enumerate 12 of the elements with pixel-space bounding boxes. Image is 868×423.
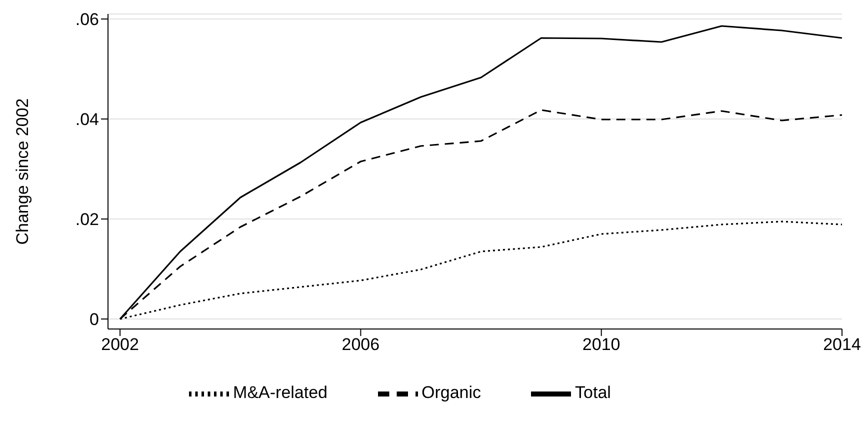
legend-label: Total (575, 383, 611, 402)
x-tick-label: 2002 (101, 335, 139, 354)
y-tick-label: 0 (90, 310, 99, 330)
x-tick-label: 2014 (823, 335, 861, 354)
x-tick-label: 2006 (342, 335, 380, 354)
y-tick-label: .02 (75, 210, 99, 230)
y-axis-title: Change since 2002 (13, 98, 32, 245)
legend-label: M&A-related (233, 383, 328, 402)
x-tick-label: 2010 (582, 335, 620, 354)
y-tick-label: .04 (75, 110, 99, 130)
legend-label: Organic (422, 383, 482, 402)
y-tick-label: .06 (75, 10, 99, 30)
